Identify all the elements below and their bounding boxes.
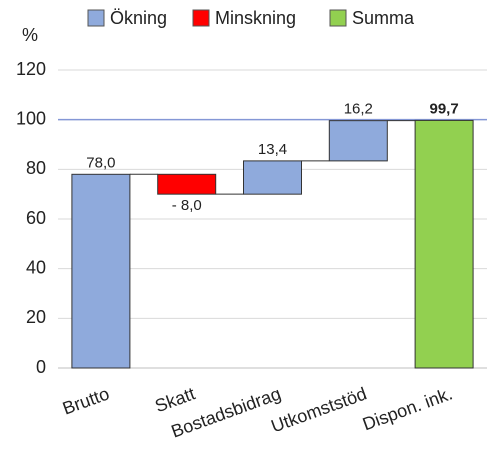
value-label: 99,7: [429, 100, 458, 117]
legend-label: Summa: [352, 8, 415, 28]
value-label: 13,4: [258, 141, 287, 158]
y-axis-label: %: [22, 25, 38, 45]
legend-label: Ökning: [110, 8, 167, 28]
y-tick-label: 0: [36, 357, 46, 377]
y-tick-label: 40: [26, 257, 46, 277]
y-tick-label: 80: [26, 158, 46, 178]
x-tick-label: Utkomststöd: [268, 383, 369, 436]
legend-swatch: [87, 9, 105, 27]
bar: [414, 119, 474, 369]
value-label: 16,2: [344, 101, 373, 118]
legend-swatch: [192, 9, 210, 27]
y-tick-label: 120: [16, 59, 46, 79]
value-label: 78,0: [86, 154, 115, 171]
x-tick-label: Brutto: [60, 383, 112, 418]
value-label: - 8,0: [172, 197, 202, 214]
legend-swatch: [329, 9, 347, 27]
bar: [328, 120, 388, 162]
legend-label: Minskning: [215, 8, 296, 28]
x-tick-label: Dispon. ink.: [360, 383, 455, 434]
y-tick-label: 60: [26, 208, 46, 228]
y-tick-label: 100: [16, 108, 46, 128]
bar: [157, 173, 217, 195]
bar: [71, 173, 131, 369]
bar: [243, 160, 302, 195]
y-tick-label: 20: [26, 307, 46, 327]
x-tick-label: Skatt: [152, 383, 197, 416]
